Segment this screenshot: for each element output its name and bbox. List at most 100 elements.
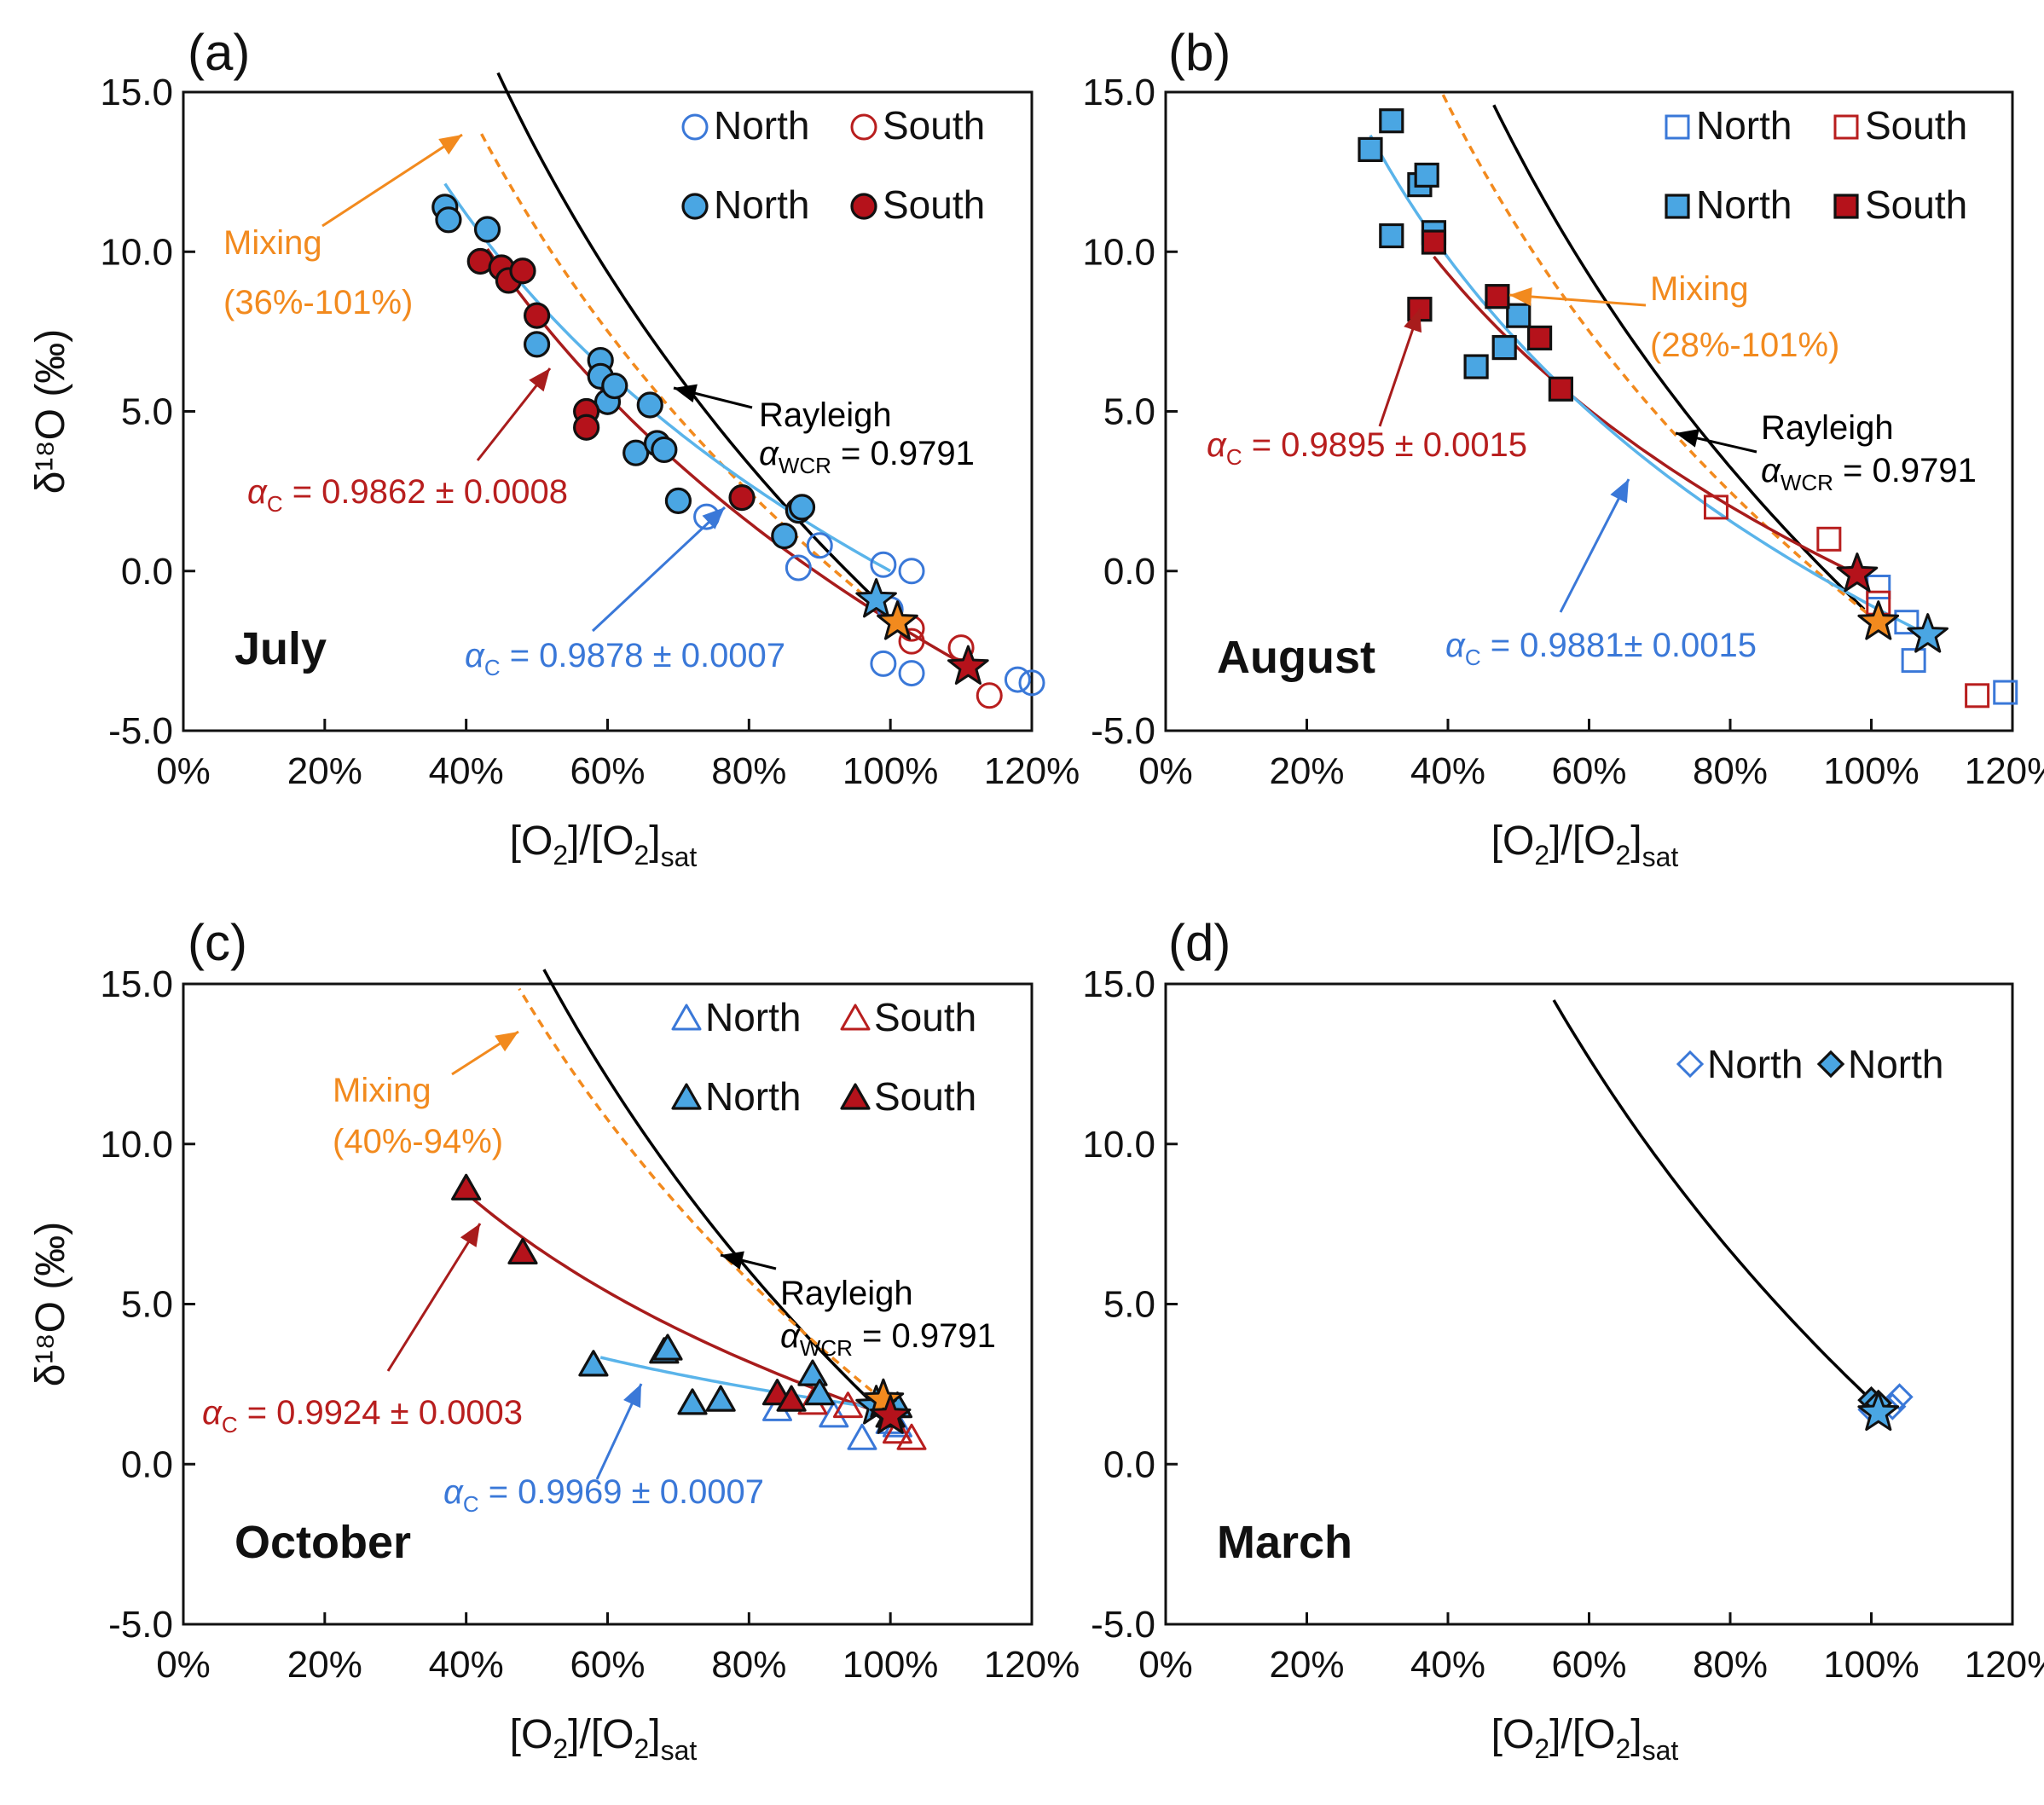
legend-label-south: South: [874, 1074, 976, 1119]
data-point: [1485, 284, 1510, 310]
legend-label-south: South: [883, 182, 985, 227]
x-tick-label: 20%: [287, 1644, 362, 1686]
x-tick-label: 120%: [984, 1644, 1080, 1686]
x-tick-label: 20%: [1269, 750, 1344, 792]
data-point: [652, 1334, 683, 1361]
data-point: [882, 1417, 912, 1444]
data-point: [1506, 303, 1532, 328]
legend-marker-north: [671, 1004, 702, 1031]
data-point: [771, 522, 798, 550]
data-point: [898, 558, 925, 585]
x-tick-label: 60%: [570, 750, 645, 792]
legend-label-north: North: [705, 995, 801, 1039]
data-point: [677, 1388, 708, 1415]
data-point: [705, 1385, 736, 1412]
legend-label-north: North: [1707, 1042, 1803, 1086]
alpha-red-label: αC = 0.9924 ± 0.0003: [202, 1394, 523, 1438]
star-marker: [1836, 552, 1879, 593]
data-point: [507, 1237, 538, 1265]
alpha-blue-arrow: [591, 506, 727, 633]
legend-label-south: South: [1865, 182, 1967, 227]
data-point: [1421, 229, 1447, 255]
curve-alpha-c-red: [1433, 255, 1858, 576]
data-point: [1703, 495, 1728, 520]
rayleigh-alpha: αWCR = 0.9791: [1761, 452, 1977, 495]
legend-marker-south: [850, 193, 877, 220]
data-point: [1885, 1383, 1914, 1411]
panel-d: (d) -5.0 0.0 5.0 10.0 15.0 0% 20% 40% 60% 80% 100% 1…: [1082, 914, 2044, 1766]
data-point: [1414, 162, 1439, 188]
data-point: [509, 257, 536, 285]
star-marker: [1907, 613, 1948, 653]
alpha-red-arrow-head: [1404, 309, 1422, 333]
y-tick-label: -5.0: [1091, 710, 1155, 752]
panel-label: (b): [1168, 24, 1230, 81]
y-tick-label: 5.0: [1103, 1284, 1155, 1326]
y-tick-label: 0.0: [1103, 551, 1155, 593]
y-tick-label: 10.0: [1082, 231, 1155, 273]
y-tick-label: -5.0: [108, 1604, 173, 1646]
data-point: [832, 1391, 863, 1419]
data-point: [1894, 610, 1920, 635]
curve-mixing: [1439, 90, 1879, 624]
y-tick-label: 0.0: [121, 1443, 173, 1485]
data-point: [728, 484, 756, 512]
y-axis-title: δ¹⁸O (‰): [28, 1222, 73, 1387]
data-point: [578, 1350, 609, 1377]
y-tick-label: -5.0: [1091, 1604, 1155, 1646]
panel-b: (b) -5.0 0.0 5.0 10.0 15.0 0% 20% 40% 60% 80% 100% 1…: [1082, 24, 2044, 872]
x-tick-label: 40%: [429, 1644, 504, 1686]
legend-marker-south: [840, 1004, 871, 1031]
mixing-label: Mixing: [333, 1072, 431, 1109]
x-tick-label: 20%: [287, 750, 362, 792]
y-tick-label: 0.0: [1103, 1443, 1155, 1485]
legend-label-south: South: [874, 995, 976, 1039]
data-point: [1358, 136, 1383, 163]
y-tick-label: 15.0: [100, 963, 173, 1005]
alpha-blue-arrow-head: [702, 507, 725, 529]
rayleigh-alpha: αWCR = 0.9791: [759, 435, 975, 478]
data-point: [1901, 648, 1926, 674]
x-axis-title: [O2]/[O2]sat: [510, 1712, 698, 1766]
alpha-blue-arrow-head: [1610, 479, 1629, 504]
y-tick-label: 10.0: [100, 231, 173, 273]
legend-label-north: North: [1696, 182, 1792, 227]
data-point: [898, 660, 925, 687]
panel-label: (a): [188, 24, 250, 81]
month-label: July: [235, 623, 327, 674]
alpha-blue-arrow: [1559, 478, 1630, 613]
rayleigh-label: Rayleigh: [759, 396, 892, 434]
legend-marker-north: [1665, 114, 1690, 140]
alpha-blue-label: αC = 0.9881± 0.0015: [1445, 627, 1757, 670]
alpha-red-arrow: [386, 1223, 482, 1372]
x-tick-label: 100%: [842, 750, 939, 792]
rayleigh-label: Rayleigh: [1761, 409, 1894, 447]
alpha-blue-arrow-head: [623, 1384, 641, 1409]
data-point: [870, 551, 897, 578]
data-point: [523, 302, 551, 329]
y-tick-label: 5.0: [121, 1284, 173, 1326]
x-tick-label: 100%: [1823, 1644, 1920, 1686]
x-axis-title: [O2]/[O2]sat: [510, 819, 698, 872]
panel-a: (a) -5.0 0.0 5.0 10.0 15.0 0% 20% 40% 60% 80% 100% 1…: [28, 24, 1080, 872]
mixing-arrow: [321, 133, 463, 228]
data-point: [1463, 354, 1489, 379]
data-point: [1018, 669, 1045, 697]
star-marker: [855, 578, 897, 618]
curve-mixing: [478, 130, 899, 624]
panel-label: (d): [1168, 914, 1230, 971]
y-tick-label: 10.0: [100, 1124, 173, 1166]
panel-label: (c): [188, 914, 247, 971]
legend-marker-north: [681, 193, 709, 220]
alpha-red-arrow-head: [529, 368, 550, 392]
x-tick-label: 0%: [156, 1644, 211, 1686]
x-tick-label: 120%: [984, 750, 1080, 792]
legend-marker-north-filled: [1816, 1050, 1845, 1079]
legend-label-north: North: [705, 1074, 801, 1119]
legend-label-north: North: [714, 103, 809, 148]
data-point: [847, 1423, 877, 1450]
data-point: [1965, 683, 1990, 709]
x-tick-label: 100%: [842, 1644, 939, 1686]
x-tick-label: 40%: [1410, 750, 1485, 792]
